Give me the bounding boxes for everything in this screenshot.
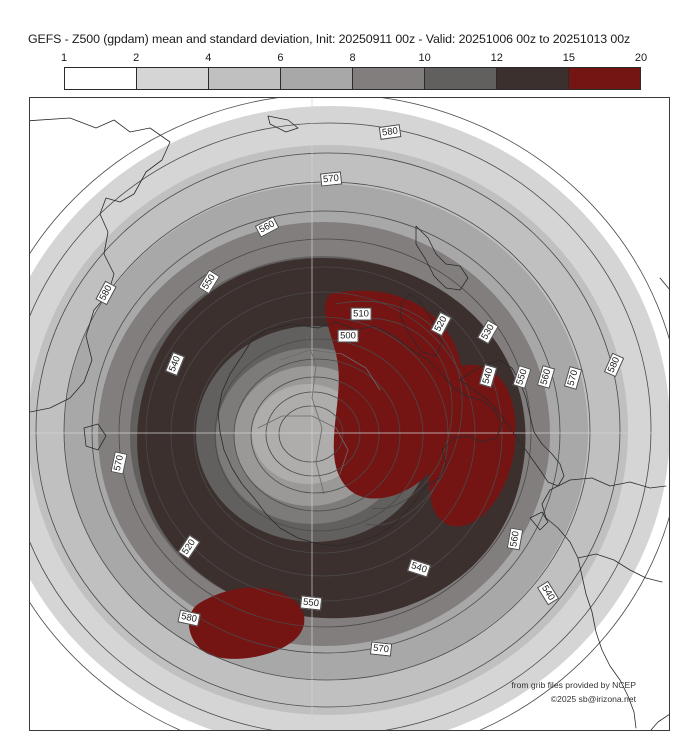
- colorbar-segment-4-6: [209, 68, 281, 89]
- colorbar-tick-15: 15: [562, 52, 575, 64]
- contour-label-510: 510: [350, 307, 372, 321]
- contour-label-570: 570: [369, 641, 393, 657]
- attribution-copyright: ©2025 sb@irizona.net: [550, 694, 636, 704]
- colorbar-segment-6-8: [281, 68, 353, 89]
- colorbar-segment-8-10: [353, 68, 425, 89]
- colorbar-tick-10: 10: [418, 52, 431, 64]
- colorbar-tick-12: 12: [490, 52, 503, 64]
- colorbar-segment-1-2: [65, 68, 137, 89]
- colorbar-tick-2: 2: [133, 52, 140, 64]
- colorbar-segment-12-15: [497, 68, 569, 89]
- colorbar-tick-1: 1: [60, 52, 68, 64]
- colorbar-segment-10-12: [425, 68, 497, 89]
- colorbar: 1 2 4 6 8 10 12 15 20: [60, 52, 647, 90]
- contour-label-550: 550: [299, 595, 323, 611]
- colorbar-tick-labels: 1 2 4 6 8 10 12 15 20: [60, 52, 647, 68]
- page-title: GEFS - Z500 (gpdam) mean and standard de…: [28, 32, 631, 46]
- colorbar-gradient: [64, 67, 641, 90]
- attribution-source: from grib files provided by NCEP: [511, 680, 636, 690]
- colorbar-tick-8: 8: [349, 52, 356, 64]
- colorbar-segment-15-20: [569, 68, 640, 89]
- contour-label-500: 500: [337, 329, 359, 343]
- map-canvas: [30, 98, 669, 730]
- map-panel[interactable]: 580 570 560 580 550 510 500 520 530 540 540 550 560 5…: [29, 97, 670, 731]
- colorbar-tick-6: 6: [277, 52, 284, 64]
- contour-label-570: 570: [319, 171, 343, 187]
- colorbar-segment-2-4: [137, 68, 209, 89]
- coastlines: [30, 115, 669, 730]
- colorbar-tick-20: 20: [634, 52, 648, 64]
- graticule: [30, 98, 669, 730]
- std-dev-shading: [30, 98, 669, 730]
- colorbar-tick-4: 4: [205, 52, 212, 64]
